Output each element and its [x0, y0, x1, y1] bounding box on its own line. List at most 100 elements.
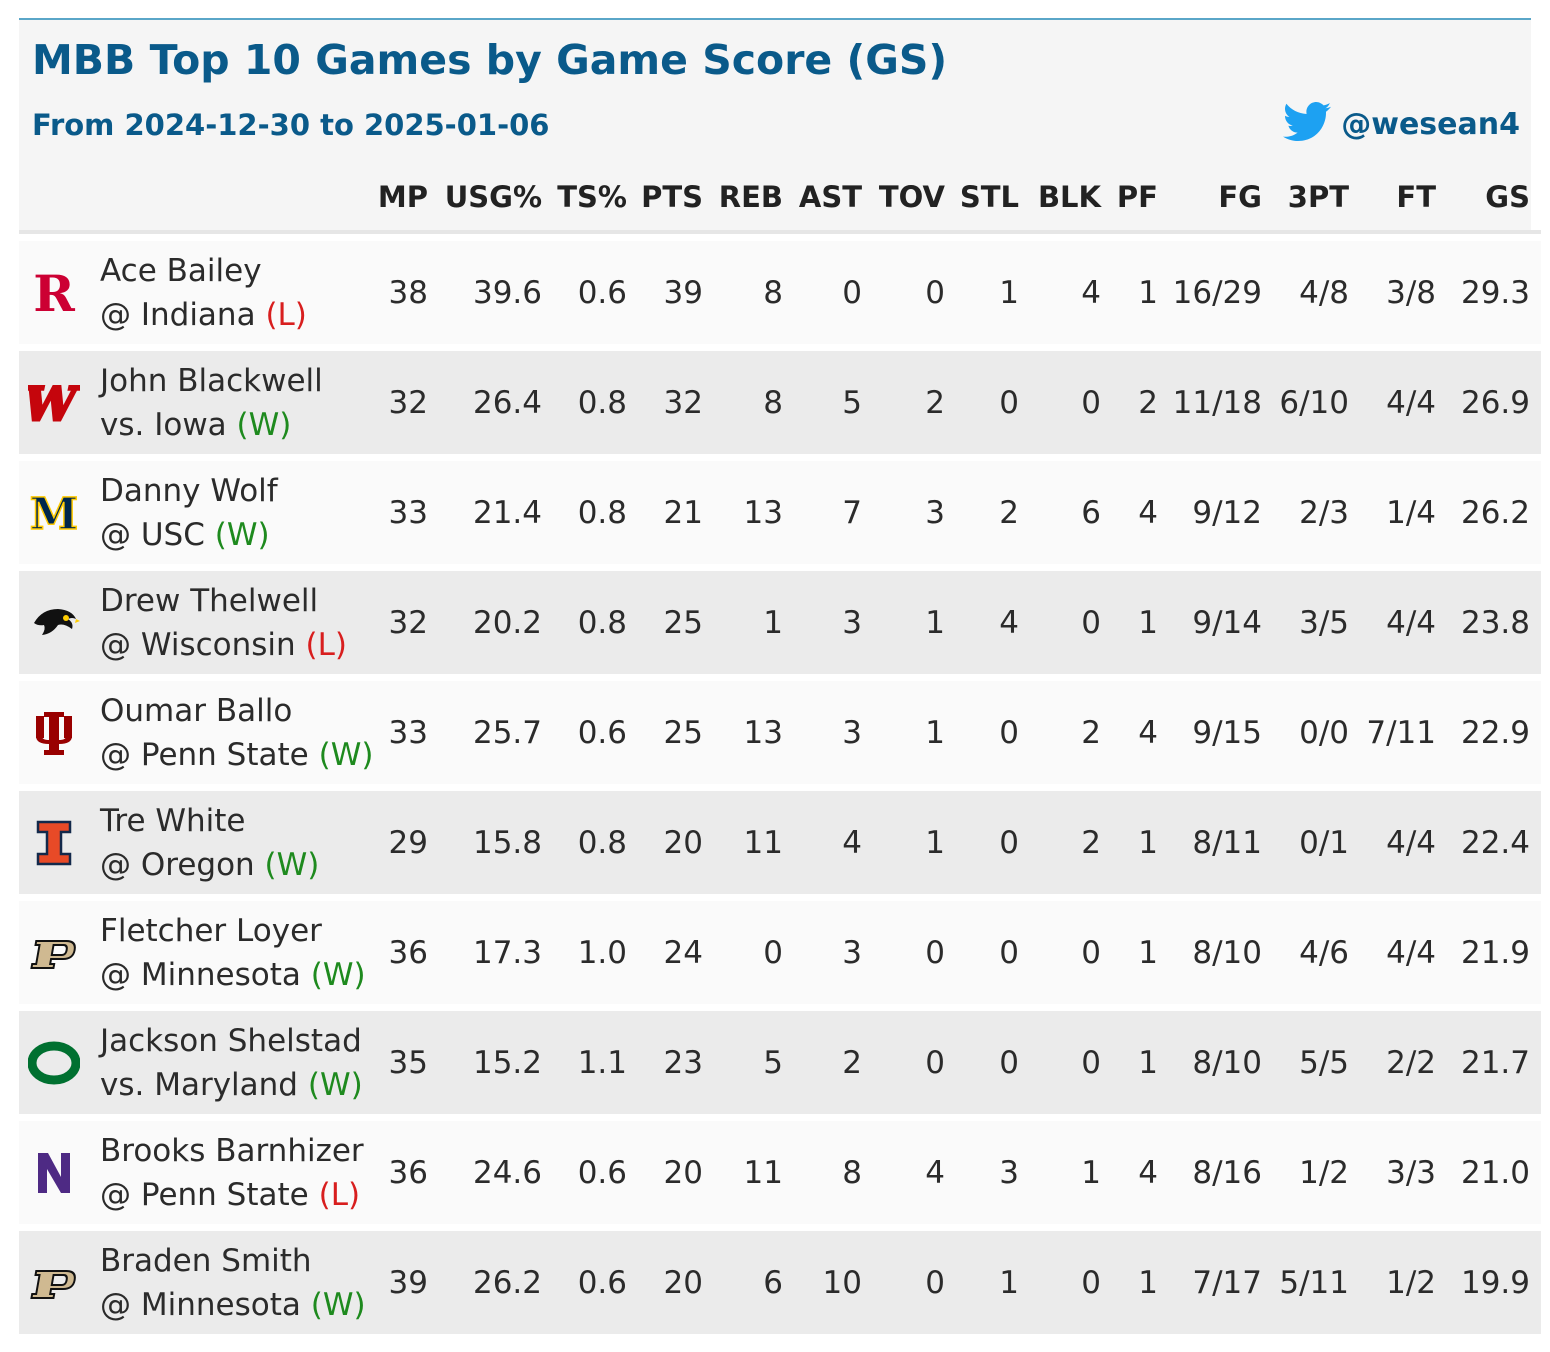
opponent-text: @ Minnesota: [100, 1286, 301, 1323]
player-name[interactable]: Fletcher Loyer: [100, 912, 322, 949]
stat-mp: 36: [368, 1114, 428, 1224]
stat-pts: 25: [627, 564, 703, 674]
opponent-text: vs. Maryland: [100, 1066, 298, 1103]
player-name[interactable]: Oumar Ballo: [100, 692, 293, 729]
player-name[interactable]: John Blackwell: [100, 362, 323, 399]
table-row[interactable]: Tre White @ Oregon (W) 29 15.8 0.8 20 11 4 1 0 2 1 8…: [19, 784, 1541, 894]
col-header-mp[interactable]: MP: [368, 164, 428, 234]
col-header-pf[interactable]: PF: [1101, 164, 1158, 234]
stat-tov: 3: [862, 454, 945, 564]
player-name[interactable]: Jackson Shelstad: [100, 1022, 362, 1059]
stat-3pt: 5/11: [1262, 1224, 1349, 1334]
col-header-pts[interactable]: PTS: [627, 164, 703, 234]
stat-pf: 1: [1101, 784, 1158, 894]
player-cell: Ace Bailey @ Indiana (L): [89, 234, 368, 344]
stat-pts: 32: [627, 344, 703, 454]
stat-ft: 3/8: [1349, 234, 1436, 344]
table-row[interactable]: W W John Blackwell vs. Iowa (W) 32 26.4 0.8 32 8…: [19, 344, 1541, 454]
col-header-3pt[interactable]: 3PT: [1262, 164, 1349, 234]
team-logo-cell: [19, 894, 89, 1004]
header-row: MP USG% TS% PTS REB AST TOV STL BLK PF F…: [19, 164, 1541, 234]
col-header-reb[interactable]: REB: [703, 164, 783, 234]
opponent-text: @ Wisconsin: [100, 626, 296, 663]
stat-tov: 1: [862, 784, 945, 894]
result-badge: (L): [305, 626, 347, 663]
stat-blk: 6: [1019, 454, 1101, 564]
col-header-ast[interactable]: AST: [783, 164, 862, 234]
col-header-ft[interactable]: FT: [1349, 164, 1436, 234]
stat-ts: 0.8: [542, 564, 627, 674]
stat-ts: 0.6: [542, 1114, 627, 1224]
stat-ft: 4/4: [1349, 894, 1436, 1004]
table-row[interactable]: Oumar Ballo @ Penn State (W) 33 25.7 0.6 25 13…: [19, 674, 1541, 784]
stat-pf: 4: [1101, 454, 1158, 564]
stat-fg: 9/12: [1158, 454, 1262, 564]
col-header-gs[interactable]: GS: [1436, 164, 1541, 234]
table-row[interactable]: R Ace Bailey @ Indiana (L) 38 39.6 0.6 39 8 0 0 1 4…: [19, 234, 1541, 344]
stat-3pt: 1/2: [1262, 1114, 1349, 1224]
stat-reb: 13: [703, 454, 783, 564]
stat-stl: 1: [945, 1224, 1019, 1334]
stat-ast: 8: [783, 1114, 862, 1224]
stat-pts: 20: [627, 1114, 703, 1224]
stat-stl: 4: [945, 564, 1019, 674]
stat-mp: 29: [368, 784, 428, 894]
table-row[interactable]: Braden Smith @ Minnesota (W) 39 26.2 0.6 20 6 1…: [19, 1224, 1541, 1334]
stat-ts: 0.8: [542, 454, 627, 564]
table-row[interactable]: Drew Thelwell @ Wisconsin (L) 32 20.2 0.8 25 1…: [19, 564, 1541, 674]
stat-usg: 24.6: [428, 1114, 542, 1224]
stat-mp: 36: [368, 894, 428, 1004]
stat-pts: 21: [627, 454, 703, 564]
stats-table: MP USG% TS% PTS REB AST TOV STL BLK PF F…: [19, 164, 1541, 1334]
stat-blk: 0: [1019, 1224, 1101, 1334]
player-name[interactable]: Danny Wolf: [100, 472, 278, 509]
leaderboard-card: MBB Top 10 Games by Game Score (GS) From…: [19, 20, 1541, 1334]
table-row[interactable]: Jackson Shelstad vs. Maryland (W) 35 15.2 1.…: [19, 1004, 1541, 1114]
stat-stl: 1: [945, 234, 1019, 344]
table-row[interactable]: M Danny Wolf @ USC (W) 33 21.4 0.8 21 13 7 3 2 6 4 9/…: [19, 454, 1541, 564]
team-logo-icon: R: [19, 271, 89, 315]
stat-3pt: 0/0: [1262, 674, 1349, 784]
team-logo-icon: [19, 1041, 89, 1085]
stat-mp: 35: [368, 1004, 428, 1114]
stat-3pt: 4/8: [1262, 234, 1349, 344]
stat-ft: 1/2: [1349, 1224, 1436, 1334]
col-header-stl[interactable]: STL: [945, 164, 1019, 234]
twitter-handle[interactable]: @wesean4: [1283, 102, 1520, 142]
stat-ft: 7/11: [1349, 674, 1436, 784]
player-name[interactable]: Braden Smith: [100, 1242, 312, 1279]
stat-usg: 21.4: [428, 454, 542, 564]
opponent-text: @ Oregon: [100, 846, 255, 883]
col-header-blk[interactable]: BLK: [1019, 164, 1101, 234]
stat-pf: 2: [1101, 344, 1158, 454]
col-header-tov[interactable]: TOV: [862, 164, 945, 234]
stat-stl: 0: [945, 784, 1019, 894]
stat-3pt: 5/5: [1262, 1004, 1349, 1114]
result-badge: (W): [236, 406, 292, 443]
stat-3pt: 4/6: [1262, 894, 1349, 1004]
stat-reb: 13: [703, 674, 783, 784]
stat-pts: 23: [627, 1004, 703, 1114]
player-name[interactable]: Tre White: [100, 802, 246, 839]
stat-3pt: 2/3: [1262, 454, 1349, 564]
stat-ft: 1/4: [1349, 454, 1436, 564]
col-header-ts[interactable]: TS%: [542, 164, 627, 234]
player-name[interactable]: Ace Bailey: [100, 252, 262, 289]
stat-mp: 38: [368, 234, 428, 344]
stat-gs: 22.9: [1436, 674, 1541, 784]
stat-ft: 3/3: [1349, 1114, 1436, 1224]
col-header-usg[interactable]: USG%: [428, 164, 542, 234]
stat-fg: 8/16: [1158, 1114, 1262, 1224]
stat-blk: 1: [1019, 1114, 1101, 1224]
player-name[interactable]: Drew Thelwell: [100, 582, 319, 619]
player-name[interactable]: Brooks Barnhizer: [100, 1132, 364, 1169]
stat-usg: 39.6: [428, 234, 542, 344]
stat-gs: 22.4: [1436, 784, 1541, 894]
stat-ft: 2/2: [1349, 1004, 1436, 1114]
stat-usg: 26.2: [428, 1224, 542, 1334]
table-row[interactable]: Fletcher Loyer @ Minnesota (W) 36 17.3 1.0 24…: [19, 894, 1541, 1004]
col-header-fg[interactable]: FG: [1158, 164, 1262, 234]
table-row[interactable]: Brooks Barnhizer @ Penn State (L) 36 24.6 0.…: [19, 1114, 1541, 1224]
